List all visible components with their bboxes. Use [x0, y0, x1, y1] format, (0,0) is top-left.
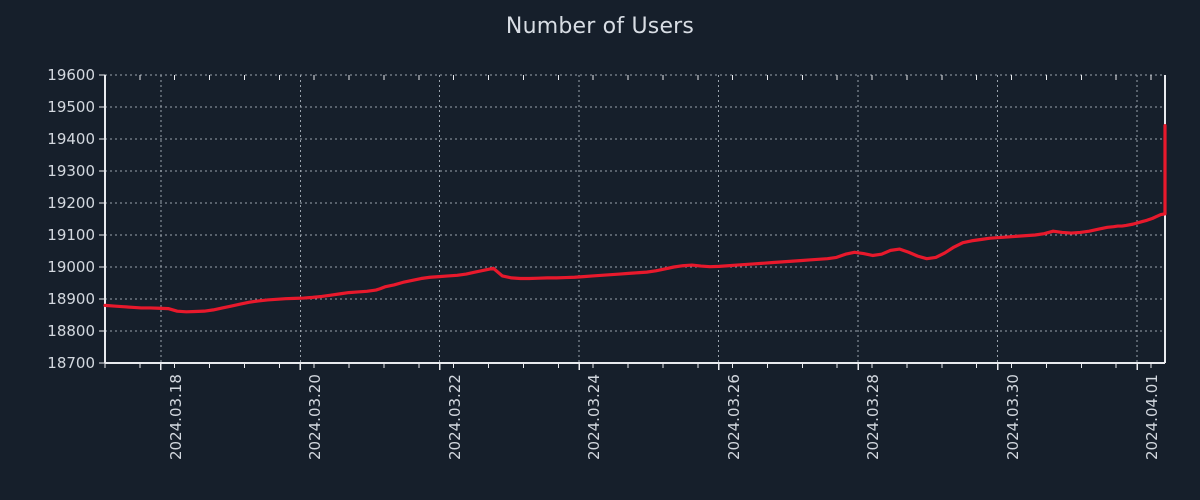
axis-frame: [104, 75, 1166, 364]
data-line-1: [103, 123, 1167, 314]
y-axis-tick-label: 18900: [47, 290, 95, 308]
x-axis-tick-label: 2024.03.18: [166, 374, 185, 460]
data-series-layer: [103, 123, 1167, 314]
x-axis-tick-label: 2024.03.22: [445, 374, 464, 460]
chart-title: Number of Users: [505, 14, 695, 39]
y-axis-tick-label: 19000: [47, 258, 95, 276]
x-axis-tick-label: 2024.03.28: [864, 374, 883, 460]
y-axis-tick-label: 19200: [47, 194, 95, 212]
y-axis-tick-label: 18800: [47, 322, 95, 340]
y-axis-tick-label: 18700: [47, 354, 95, 372]
y-axis-tick-label: 19600: [47, 66, 95, 84]
x-axis-tick-label: 2024.03.26: [724, 374, 743, 460]
gridlines: [105, 74, 1165, 364]
x-axis-tick-label: 2024.03.30: [1003, 374, 1022, 460]
x-axis-tick-label: 2024.04.01: [1143, 374, 1162, 460]
axis-ticks: [99, 74, 1152, 370]
y-axis-tick-label: 19100: [47, 226, 95, 244]
x-axis-tick-label: 2024.03.20: [306, 374, 325, 460]
x-axis-tick-label: 2024.03.24: [585, 374, 604, 460]
y-axis-tick-label: 19400: [47, 130, 95, 148]
y-axis-tick-label: 19500: [47, 98, 95, 116]
y-axis-tick-label: 19300: [47, 162, 95, 180]
